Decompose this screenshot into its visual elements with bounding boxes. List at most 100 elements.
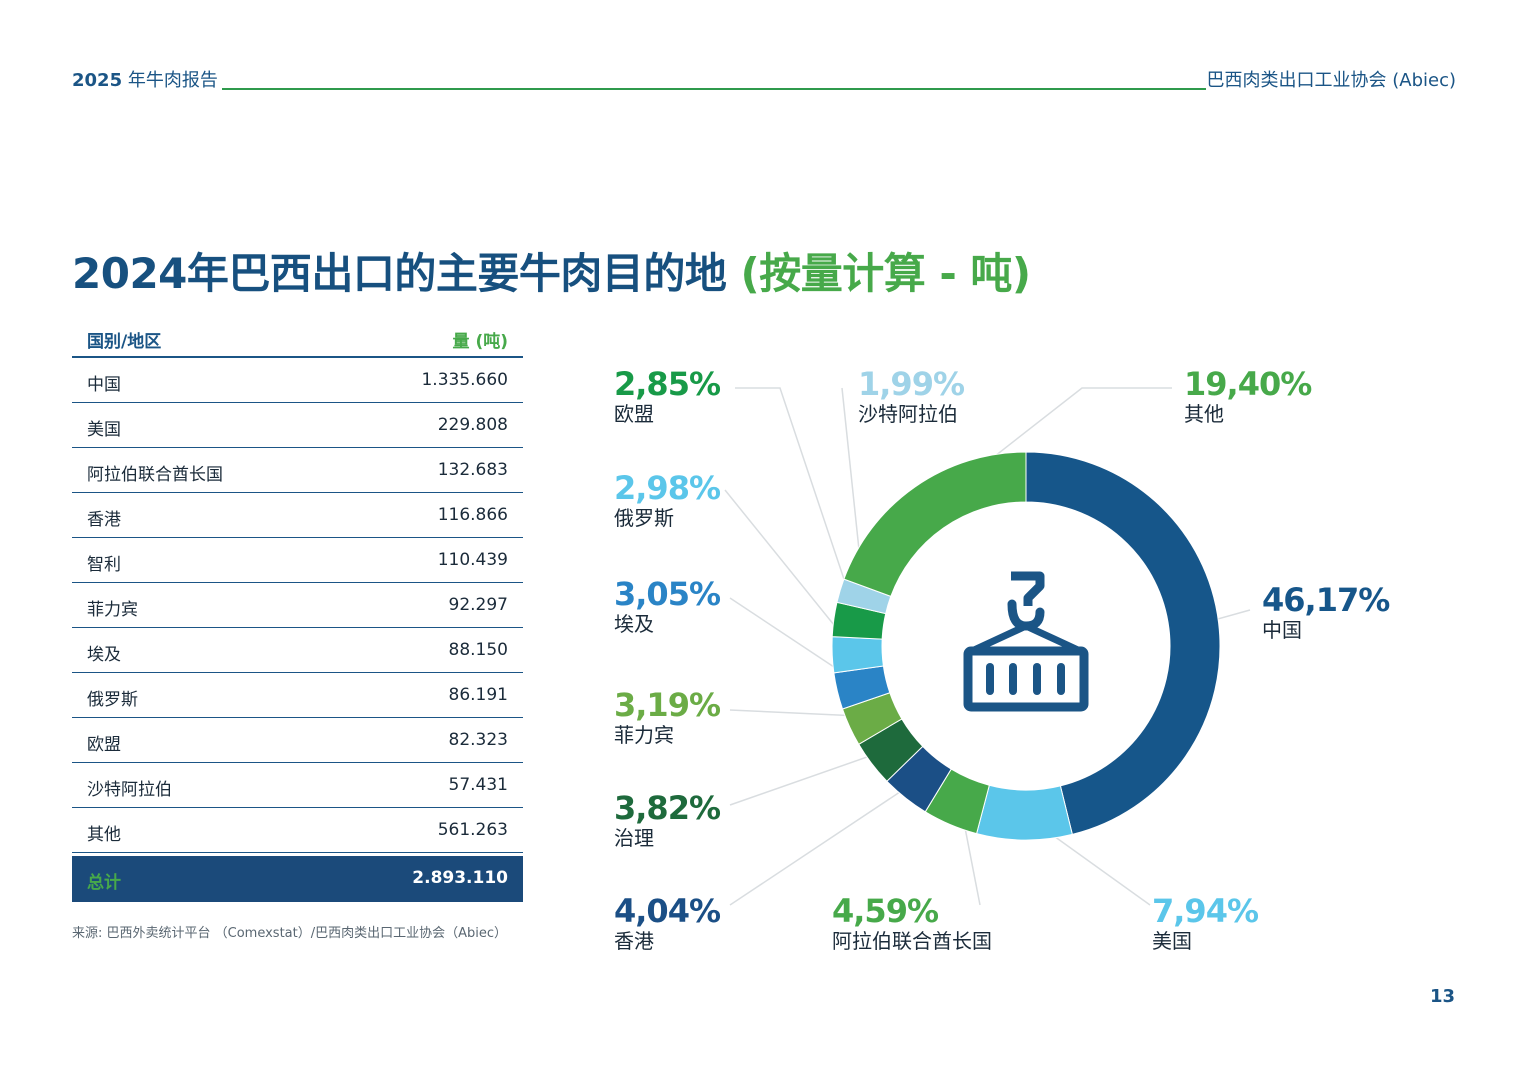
slice-name: 美国 [1152,929,1192,953]
slice-name: 香港 [614,929,654,953]
table-row: 欧盟 82.323 [72,718,523,763]
report-name: 年牛肉报告 [127,70,218,91]
total-value: 2.893.110 [412,868,508,888]
volume-cell: 116.866 [437,505,508,525]
slice-percent: 7,94% [1152,892,1259,930]
hook-curve [1007,599,1045,631]
table-row: 美国 229.808 [72,403,523,448]
slice-label-saudi: 1,99% 沙特阿拉伯 [858,365,965,427]
column-header-volume: 量 (吨) [452,332,508,352]
slice-percent: 4,04% [614,892,721,930]
slice-percent: 46,17% [1262,581,1390,619]
country-cell: 阿拉伯联合酋长国 [87,465,223,485]
source-note: 来源: 巴西外卖统计平台 （Comexstat）/巴西肉类出口工业协会（Abie… [72,926,508,941]
leader-line [735,387,860,624]
country-cell: 美国 [87,420,121,440]
volume-cell: 1.335.660 [421,370,508,390]
table-row: 阿拉伯联合酋长国 132.683 [72,448,523,493]
slice-percent: 19,40% [1184,365,1312,403]
report-title: 2025 年牛肉报告 [72,66,218,92]
organization-cn: 巴西肉类出口工业协会 [1206,70,1387,91]
country-cell: 香港 [87,510,121,530]
table-row: 俄罗斯 86.191 [72,673,523,718]
slice-name: 沙特阿拉伯 [858,402,958,426]
report-year: 2025 [72,70,123,91]
volume-cell: 110.439 [437,550,508,570]
container-box [963,646,1089,712]
table-row: 其他 561.263 [72,808,523,853]
slice-label-egypt: 3,05% 埃及 [614,575,721,637]
table-row: 中国 1.335.660 [72,358,523,403]
donut-slices [831,451,1221,841]
slice-percent: 2,98% [614,469,721,507]
slice-name: 埃及 [614,612,654,636]
slice-percent: 3,19% [614,686,721,724]
leader-line [729,777,922,906]
slice-name: 其他 [1184,402,1224,426]
donut-slice [1025,451,1221,835]
country-cell: 沙特阿拉伯 [87,780,172,800]
volume-cell: 86.191 [448,685,508,705]
slice-name: 中国 [1262,618,1302,642]
slice-label-chile: 3,82% 治理 [614,789,721,851]
slice-label-philippines: 3,19% 菲力宾 [614,686,721,748]
organization-name: 巴西肉类出口工业协会 (Abiec) [1207,66,1457,92]
slice-percent: 3,82% [614,789,721,827]
destinations-table: 国别/地区 量 (吨) 中国 1.335.660 美国 229.808 阿拉伯联合酋… [72,318,523,902]
volume-cell: 92.297 [448,595,508,615]
header-divider [222,88,1206,90]
country-cell: 中国 [87,375,121,395]
table-total-row: 总计 2.893.110 [72,856,523,902]
column-header-country: 国别/地区 [87,332,162,352]
page-title: 2024年巴西出口的主要牛肉目的地 (按量计算 - 吨) [72,240,1031,301]
slice-name: 欧盟 [614,402,654,426]
donut-slice [831,636,884,674]
table-row: 香港 116.866 [72,493,523,538]
hook-shaft [1011,571,1045,606]
table-header: 国别/地区 量 (吨) [72,318,523,358]
country-cell: 菲力宾 [87,600,138,620]
page-number: 13 [1429,986,1455,1007]
slice-name: 治理 [614,826,654,850]
volume-cell: 57.431 [448,775,508,795]
slice-name: 菲力宾 [614,723,674,747]
total-label: 总计 [87,873,121,893]
volume-cell: 229.808 [437,415,508,435]
slice-label-usa: 7,94% 美国 [1152,892,1259,954]
country-cell: 埃及 [87,645,121,665]
cargo-container-icon [963,571,1089,712]
country-cell: 智利 [87,555,121,575]
slice-label-others: 19,40% 其他 [1184,365,1312,427]
donut-slice [843,451,1027,597]
leader-line [729,747,892,806]
volume-cell: 561.263 [437,820,508,840]
table-row: 菲力宾 92.297 [72,583,523,628]
crane-cables [972,622,1080,654]
slice-percent: 4,59% [832,892,939,930]
country-cell: 欧盟 [87,735,121,755]
slice-label-uae: 4,59% 阿拉伯联合酋长国 [832,894,992,954]
table-row: 沙特阿拉伯 57.431 [72,763,523,808]
table-row: 智利 110.439 [72,538,523,583]
slice-label-china: 46,17% 中国 [1262,581,1390,643]
volume-cell: 132.683 [437,460,508,480]
slice-label-russia: 2,98% 俄罗斯 [614,469,721,531]
slice-name: 俄罗斯 [614,506,674,530]
volume-cell: 82.323 [448,730,508,750]
slice-label-eu: 2,85% 欧盟 [614,365,721,427]
organization-abbr: (Abiec) [1392,70,1456,91]
page-title-accent: (按量计算 - 吨) [740,249,1032,298]
slice-label-hongkong: 4,04% 香港 [614,892,721,954]
page-title-main: 2024年巴西出口的主要牛肉目的地 [72,249,727,298]
country-cell: 其他 [87,825,121,845]
table-row: 埃及 88.150 [72,628,523,673]
country-cell: 俄罗斯 [87,690,138,710]
slice-percent: 3,05% [614,575,721,613]
volume-cell: 88.150 [448,640,508,660]
donut-slice [975,784,1073,841]
slice-name: 阿拉伯联合酋长国 [832,929,992,953]
slice-percent: 1,99% [858,365,965,403]
slice-percent: 2,85% [614,365,721,403]
page-header: 2025 年牛肉报告 巴西肉类出口工业协会 (Abiec) [72,66,1456,96]
